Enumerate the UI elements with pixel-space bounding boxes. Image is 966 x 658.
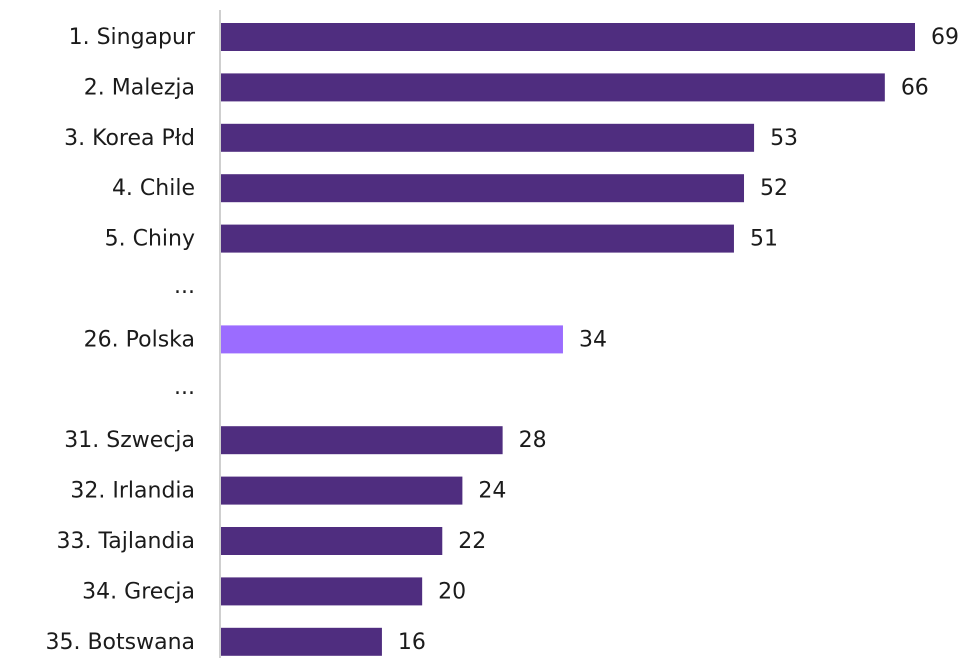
value-label-2-malezja: 66	[901, 75, 929, 100]
value-label-35-botswana: 16	[398, 630, 426, 655]
ellipsis-label: ...	[174, 375, 195, 400]
bar-32-irlandia	[221, 476, 463, 505]
category-label-26-polska: 26. Polska	[84, 327, 195, 352]
category-label-1-singapur: 1. Singapur	[69, 25, 196, 50]
category-label-33-tajlandia: 33. Tajlandia	[57, 529, 195, 554]
category-label-35-botswana: 35. Botswana	[45, 630, 195, 655]
category-label-4-chile: 4. Chile	[112, 176, 195, 201]
value-label-34-grecja: 20	[438, 579, 466, 604]
bar-4-chile	[221, 174, 745, 203]
bar-31-szwecja	[221, 426, 503, 455]
value-label-1-singapur: 69	[931, 25, 959, 50]
category-label-3-korea-p-d: 3. Korea Płd	[64, 126, 195, 151]
category-label-31-szwecja: 31. Szwecja	[64, 428, 195, 453]
bar-1-singapur	[221, 23, 915, 51]
category-labels-group: 1. Singapur 2. Malezja 3. Korea Płd 4. Chil…	[45, 25, 195, 655]
value-label-4-chile: 52	[760, 176, 788, 201]
value-label-32-irlandia: 24	[478, 479, 506, 504]
ellipsis-label: ...	[174, 274, 195, 299]
bar-26-polska	[221, 325, 563, 354]
category-label-34-grecja: 34. Grecja	[82, 579, 195, 604]
value-label-26-polska: 34	[579, 327, 607, 352]
bar-33-tajlandia	[221, 527, 443, 555]
category-label-5-chiny: 5. Chiny	[105, 227, 195, 252]
bars-group	[221, 23, 915, 656]
category-label-2-malezja: 2. Malezja	[84, 75, 195, 100]
bar-34-grecja	[221, 577, 423, 606]
bar-3-korea-p-d	[221, 123, 755, 152]
bar-5-chiny	[221, 224, 734, 253]
value-label-3-korea-p-d: 53	[770, 126, 798, 151]
value-label-5-chiny: 51	[750, 227, 778, 252]
category-label-32-irlandia: 32. Irlandia	[70, 479, 195, 504]
value-label-33-tajlandia: 22	[458, 529, 486, 554]
value-label-31-szwecja: 28	[519, 428, 547, 453]
bar-2-malezja	[221, 73, 885, 102]
bar-35-botswana	[221, 627, 382, 656]
